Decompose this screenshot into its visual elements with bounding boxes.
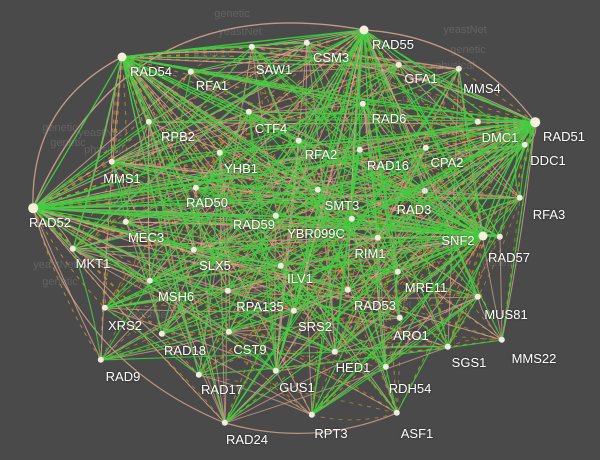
graph-node-rad59[interactable]	[272, 212, 280, 220]
graph-node-rfa1[interactable]	[187, 68, 195, 76]
graph-node-slx5[interactable]	[190, 246, 198, 254]
graph-node-rad52[interactable]	[28, 203, 38, 213]
graph-node-mec3[interactable]	[122, 218, 130, 226]
graph-node-cpa2[interactable]	[422, 144, 430, 152]
graph-node-rad53[interactable]	[344, 286, 352, 294]
graph-node-xrs2[interactable]	[101, 304, 109, 312]
graph-node-rfa3[interactable]	[516, 194, 524, 202]
graph-node-hed1[interactable]	[331, 348, 339, 356]
graph-node-rpb2[interactable]	[145, 118, 153, 126]
graph-node-msh6[interactable]	[146, 277, 154, 285]
graph-node-rpt3[interactable]	[308, 411, 316, 419]
graph-node-rad24[interactable]	[221, 419, 229, 427]
graph-node-cst9[interactable]	[225, 328, 233, 336]
graph-node-ilv1[interactable]	[277, 262, 285, 270]
graph-node-rdh54[interactable]	[382, 363, 390, 371]
graph-node-rad55[interactable]	[359, 25, 369, 35]
graph-node-ybr099c[interactable]	[348, 215, 356, 223]
graph-node-saw1[interactable]	[248, 43, 256, 51]
graph-node-rpa135[interactable]	[224, 287, 232, 295]
graph-node-mkt1[interactable]	[69, 245, 77, 253]
graph-node-csm3[interactable]	[303, 39, 311, 47]
graph-node-mms4[interactable]	[455, 65, 463, 73]
graph-node-mms1[interactable]	[108, 158, 116, 166]
graph-node-mms22[interactable]	[498, 336, 506, 344]
graph-node-mre11[interactable]	[394, 268, 402, 276]
graph-node-dmc1[interactable]	[474, 118, 482, 126]
graph-node-rfa2[interactable]	[295, 137, 303, 145]
graph-node-rad6[interactable]	[359, 100, 367, 108]
graph-node-mus81[interactable]	[474, 293, 482, 301]
graph-node-yhb1[interactable]	[216, 149, 224, 157]
graph-node-ctf4[interactable]	[245, 108, 253, 116]
graph-node-gfa1[interactable]	[395, 61, 403, 69]
graph-node-rad18[interactable]	[158, 330, 166, 338]
graph-node-ddc1[interactable]	[521, 141, 529, 149]
graph-node-asf1[interactable]	[393, 409, 401, 417]
graph-node-rad9[interactable]	[97, 356, 105, 364]
graph-node-rad17[interactable]	[195, 371, 203, 379]
graph-node-rad51[interactable]	[530, 117, 540, 127]
graph-node-sgs1[interactable]	[444, 343, 452, 351]
graph-node-smt3[interactable]	[314, 186, 322, 194]
graph-node-snf2[interactable]	[478, 231, 488, 241]
graph-node-srs2[interactable]	[290, 307, 298, 315]
graph-node-aro1[interactable]	[396, 314, 404, 322]
graph-node-rad3[interactable]	[421, 187, 429, 195]
graph-node-rad50[interactable]	[192, 184, 200, 192]
graph-node-rad16[interactable]	[356, 146, 364, 154]
graph-node-rim1[interactable]	[374, 234, 382, 242]
graph-node-gus1[interactable]	[272, 367, 280, 375]
graph-node-rad54[interactable]	[117, 52, 127, 62]
graph-node-rad57[interactable]	[496, 233, 504, 241]
